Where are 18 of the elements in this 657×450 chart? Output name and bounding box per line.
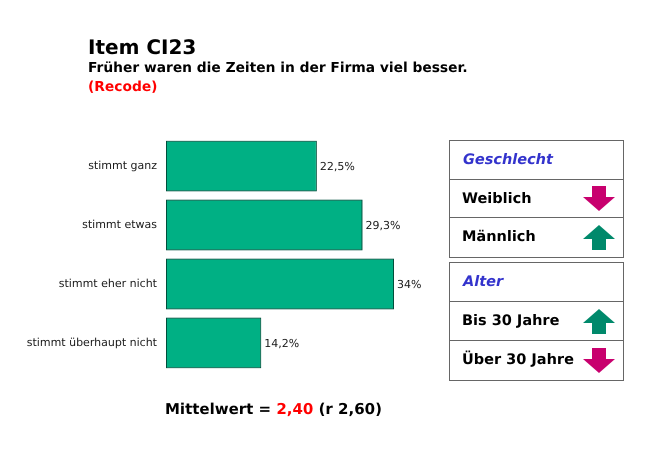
text: (Recode)	[88, 78, 158, 96]
text: Mittelwert = 2,40 (r 2,60)	[165, 399, 382, 419]
data-label: 14,2%	[264, 336, 300, 350]
y-tick-label: stimmt ganz	[88, 158, 158, 172]
data-label: 29,3%	[365, 218, 400, 232]
y-tick-label: stimmt überhaupt nicht	[26, 336, 158, 349]
text: Bis 30 Jahre	[450, 302, 623, 341]
text: Weiblich	[450, 180, 623, 218]
text: Männlich	[461, 228, 537, 248]
text: Geschlecht	[450, 141, 623, 180]
text: Alter	[450, 263, 623, 302]
data-label: 34%	[397, 278, 422, 291]
y-tick-label: stimmt eher nicht	[58, 276, 158, 290]
data-label: 22,5%	[320, 160, 355, 173]
y-tick-label: stimmt etwas	[82, 218, 158, 231]
chart-title: Item CI23	[88, 35, 196, 59]
text: Über 30 Jahre	[461, 350, 575, 370]
chart-subtitle: Früher waren die Zeiten in der Firma viel besser.	[88, 59, 468, 77]
